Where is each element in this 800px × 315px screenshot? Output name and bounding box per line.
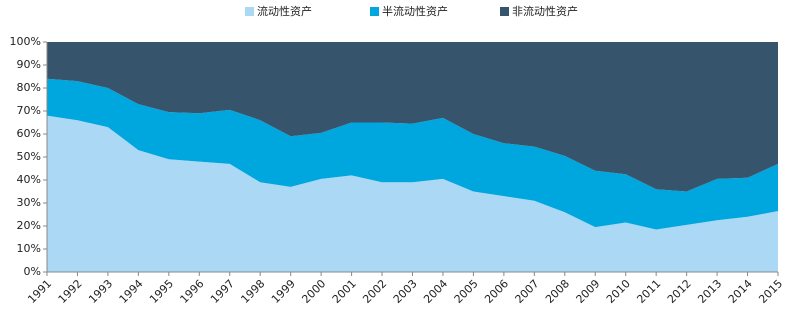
x-tick-label: 2003 — [391, 277, 420, 306]
legend-label: 流动性资产 — [257, 4, 312, 18]
legend-swatch — [500, 7, 509, 16]
area — [47, 78, 778, 230]
x-tick-label: 1991 — [25, 277, 54, 306]
x-tick-label: 2005 — [452, 277, 481, 306]
x-tick-label: 1995 — [147, 277, 176, 306]
y-tick-label: 90% — [17, 58, 41, 71]
x-tick-label: 2001 — [330, 277, 359, 306]
x-tick-label: 2015 — [756, 277, 785, 306]
y-tick-label: 20% — [17, 219, 41, 232]
x-tick-label: 1999 — [269, 277, 298, 306]
y-tick-label: 100% — [10, 35, 41, 48]
x-tick-label: 2010 — [604, 277, 633, 306]
legend-label: 半流动性资产 — [382, 4, 448, 18]
y-tick-label: 60% — [17, 127, 41, 140]
area — [47, 115, 778, 272]
legend-swatch — [370, 7, 379, 16]
y-tick-label: 80% — [17, 81, 41, 94]
x-tick-label: 2000 — [299, 277, 328, 306]
x-tick-label: 1997 — [208, 277, 237, 306]
x-tick-label: 2004 — [421, 277, 450, 306]
x-tick-label: 2012 — [665, 277, 694, 306]
legend-swatch — [245, 7, 254, 16]
legend-label: 非流动性资产 — [512, 4, 578, 18]
x-tick-label: 1994 — [117, 277, 146, 306]
y-tick-label: 0% — [24, 265, 41, 278]
x-tick-label: 1996 — [178, 277, 207, 306]
y-tick-label: 40% — [17, 173, 41, 186]
y-tick-label: 10% — [17, 242, 41, 255]
x-tick-label: 2011 — [634, 277, 663, 306]
x-tick-label: 1993 — [86, 277, 115, 306]
x-tick-label: 2007 — [513, 277, 542, 306]
x-tick-label: 2006 — [482, 277, 511, 306]
x-tick-label: 2002 — [360, 277, 389, 306]
area — [47, 42, 778, 192]
x-tick-label: 2014 — [726, 277, 755, 306]
x-tick-label: 1998 — [238, 277, 267, 306]
x-tick-label: 1992 — [56, 277, 85, 306]
y-tick-label: 50% — [17, 150, 41, 163]
x-tick-label: 2013 — [695, 277, 724, 306]
y-tick-label: 30% — [17, 196, 41, 209]
x-tick-label: 2008 — [543, 277, 572, 306]
x-tick-label: 2009 — [574, 277, 603, 306]
y-tick-label: 70% — [17, 104, 41, 117]
